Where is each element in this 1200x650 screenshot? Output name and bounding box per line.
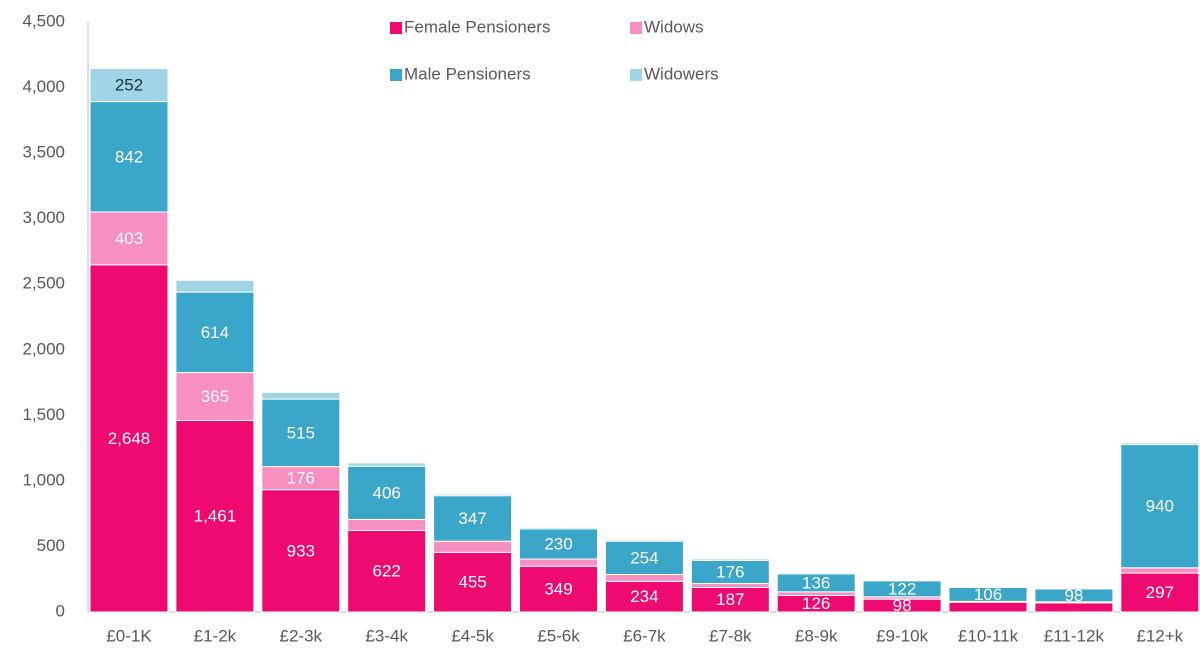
data-label: 365 bbox=[201, 387, 229, 406]
data-label: 455 bbox=[458, 573, 486, 592]
x-tick-label: £7-8k bbox=[709, 626, 752, 645]
y-tick-label: 500 bbox=[37, 536, 65, 555]
bar-segment bbox=[433, 495, 513, 542]
y-tick-label: 4,500 bbox=[22, 11, 65, 30]
x-tick-label: £8-9k bbox=[795, 626, 838, 645]
data-label: 176 bbox=[716, 562, 744, 581]
data-label: 842 bbox=[115, 147, 143, 166]
bar-segment bbox=[261, 489, 341, 613]
bar-segment bbox=[1034, 587, 1114, 590]
bar-segment bbox=[690, 558, 770, 561]
bar-segment bbox=[1120, 442, 1200, 446]
y-tick-label: 1,500 bbox=[22, 405, 65, 424]
bar-segment bbox=[347, 518, 427, 531]
x-tick-label: £2-3k bbox=[280, 626, 323, 645]
data-label: 176 bbox=[287, 469, 315, 488]
bar-segment bbox=[690, 586, 770, 613]
data-label: 234 bbox=[630, 587, 658, 606]
data-label: 252 bbox=[115, 76, 143, 95]
y-tick-label: 4,000 bbox=[22, 77, 65, 96]
y-tick-label: 2,500 bbox=[22, 274, 65, 293]
data-label: 122 bbox=[888, 579, 916, 598]
data-label: 349 bbox=[544, 580, 572, 599]
y-tick-label: 1,000 bbox=[22, 470, 65, 489]
x-tick-label: £5-6k bbox=[537, 626, 580, 645]
bar-segment bbox=[862, 579, 942, 582]
bar-segment bbox=[175, 372, 255, 421]
bar-segment bbox=[347, 462, 427, 467]
data-label: 98 bbox=[1064, 586, 1083, 605]
y-tick-label: 3,500 bbox=[22, 143, 65, 162]
bar-segment bbox=[175, 279, 255, 293]
bar-segment bbox=[1120, 567, 1200, 574]
data-label: 622 bbox=[373, 562, 401, 581]
data-label: 403 bbox=[115, 229, 143, 248]
bar-segment bbox=[1120, 444, 1200, 569]
x-tick-label: £0-1K bbox=[106, 626, 152, 645]
legend-label: Widowers bbox=[644, 64, 719, 83]
bar-segment bbox=[690, 583, 770, 588]
bar-segment bbox=[433, 540, 513, 553]
data-label: 406 bbox=[373, 483, 401, 502]
y-tick-label: 3,000 bbox=[22, 208, 65, 227]
bar-segment bbox=[519, 528, 598, 560]
y-tick-label: 2,000 bbox=[22, 339, 65, 358]
x-tick-label: £4-5k bbox=[451, 626, 494, 645]
data-label: 1,461 bbox=[194, 507, 237, 526]
data-label: 106 bbox=[974, 585, 1002, 604]
legend-label: Female Pensioners bbox=[404, 17, 550, 36]
bar-segment bbox=[433, 551, 513, 613]
bar-segment bbox=[261, 398, 341, 468]
x-tick-label: £3-4k bbox=[365, 626, 408, 645]
legend-swatch bbox=[630, 69, 642, 81]
x-tick-label: £12+k bbox=[1136, 626, 1183, 645]
x-tick-label: £10-11k bbox=[958, 626, 1019, 645]
bar-segment bbox=[175, 419, 255, 613]
bar-segment bbox=[604, 574, 684, 582]
x-tick-label: £1-2k bbox=[194, 626, 237, 645]
bar-segment bbox=[261, 391, 341, 400]
legend-label: Widows bbox=[644, 17, 704, 36]
data-label: 230 bbox=[544, 534, 572, 553]
bar-segment bbox=[776, 572, 856, 575]
data-label: 187 bbox=[716, 590, 744, 609]
bar-segment bbox=[89, 101, 169, 213]
bar-segment bbox=[519, 526, 598, 530]
bar-segment bbox=[347, 529, 427, 613]
data-label: 254 bbox=[630, 548, 658, 567]
x-tick-label: £11-12k bbox=[1044, 626, 1105, 645]
x-tick-label: £6-7k bbox=[623, 626, 666, 645]
bar-segment bbox=[519, 565, 598, 613]
bar-segment bbox=[604, 580, 684, 613]
legend-swatch bbox=[630, 22, 642, 34]
bar-segment bbox=[89, 68, 169, 103]
bar-segment bbox=[604, 540, 684, 576]
data-label: 515 bbox=[287, 423, 315, 442]
bar-segment bbox=[175, 291, 255, 374]
data-label: 614 bbox=[201, 323, 229, 342]
bar-segment bbox=[347, 465, 427, 520]
data-label: 940 bbox=[1146, 497, 1174, 516]
data-label: 2,648 bbox=[108, 429, 151, 448]
legend-swatch bbox=[390, 69, 402, 81]
y-tick-label: 0 bbox=[56, 601, 65, 620]
bar-segment bbox=[433, 493, 513, 497]
x-tick-label: £9-10k bbox=[876, 626, 928, 645]
data-label: 933 bbox=[287, 541, 315, 560]
bar-segment bbox=[1120, 572, 1200, 613]
bar-segment bbox=[519, 558, 598, 567]
data-label: 136 bbox=[802, 573, 830, 592]
bar-segment bbox=[89, 264, 169, 613]
data-label: 126 bbox=[802, 594, 830, 613]
legend-swatch bbox=[390, 22, 402, 34]
legend-label: Male Pensioners bbox=[404, 64, 531, 83]
data-label: 347 bbox=[458, 509, 486, 528]
bar-segment bbox=[604, 539, 684, 542]
data-label: 297 bbox=[1146, 583, 1174, 602]
data-label: 98 bbox=[893, 596, 912, 615]
